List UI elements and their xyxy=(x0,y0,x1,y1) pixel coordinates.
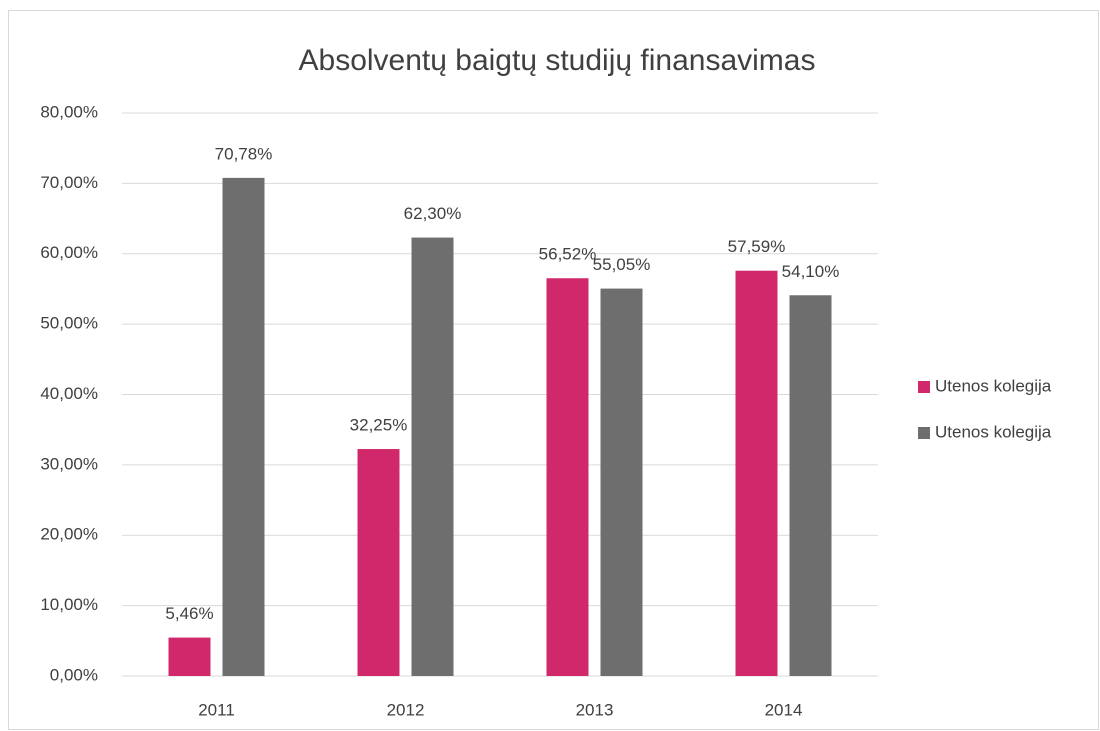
y-tick-label: 10,00% xyxy=(40,595,98,614)
value-label: 32,25% xyxy=(350,416,408,435)
legend-swatch xyxy=(918,427,930,439)
y-tick-label: 80,00% xyxy=(40,102,98,121)
value-label: 62,30% xyxy=(404,204,462,223)
x-tick-label: 2014 xyxy=(765,700,803,719)
bar xyxy=(168,637,211,676)
legend-label: Utenos kolegija xyxy=(935,422,1052,441)
y-tick-label: 20,00% xyxy=(40,525,98,544)
value-label: 70,78% xyxy=(215,144,273,163)
y-tick-label: 0,00% xyxy=(50,665,98,684)
legend-swatch xyxy=(918,381,930,393)
bar xyxy=(735,270,778,676)
chart-title: Absolventų baigtų studijų finansavimas xyxy=(299,44,816,77)
bar xyxy=(222,177,265,677)
y-tick-label: 70,00% xyxy=(40,173,98,192)
value-label: 57,59% xyxy=(728,237,786,256)
value-label: 56,52% xyxy=(539,245,597,264)
bar xyxy=(789,295,832,676)
value-label: 55,05% xyxy=(593,255,651,274)
x-tick-label: 2011 xyxy=(198,700,235,719)
value-label: 54,10% xyxy=(782,262,840,281)
bar xyxy=(411,237,454,676)
y-tick-label: 60,00% xyxy=(40,243,98,262)
bar xyxy=(546,278,589,676)
y-tick-label: 30,00% xyxy=(40,454,98,473)
x-tick-label: 2013 xyxy=(576,700,614,719)
bar xyxy=(357,449,400,676)
value-label: 5,46% xyxy=(165,604,213,623)
y-tick-label: 50,00% xyxy=(40,314,98,333)
y-tick-label: 40,00% xyxy=(40,384,98,403)
legend-label: Utenos kolegija xyxy=(935,376,1052,395)
bar xyxy=(600,288,643,676)
x-tick-label: 2012 xyxy=(387,700,425,719)
